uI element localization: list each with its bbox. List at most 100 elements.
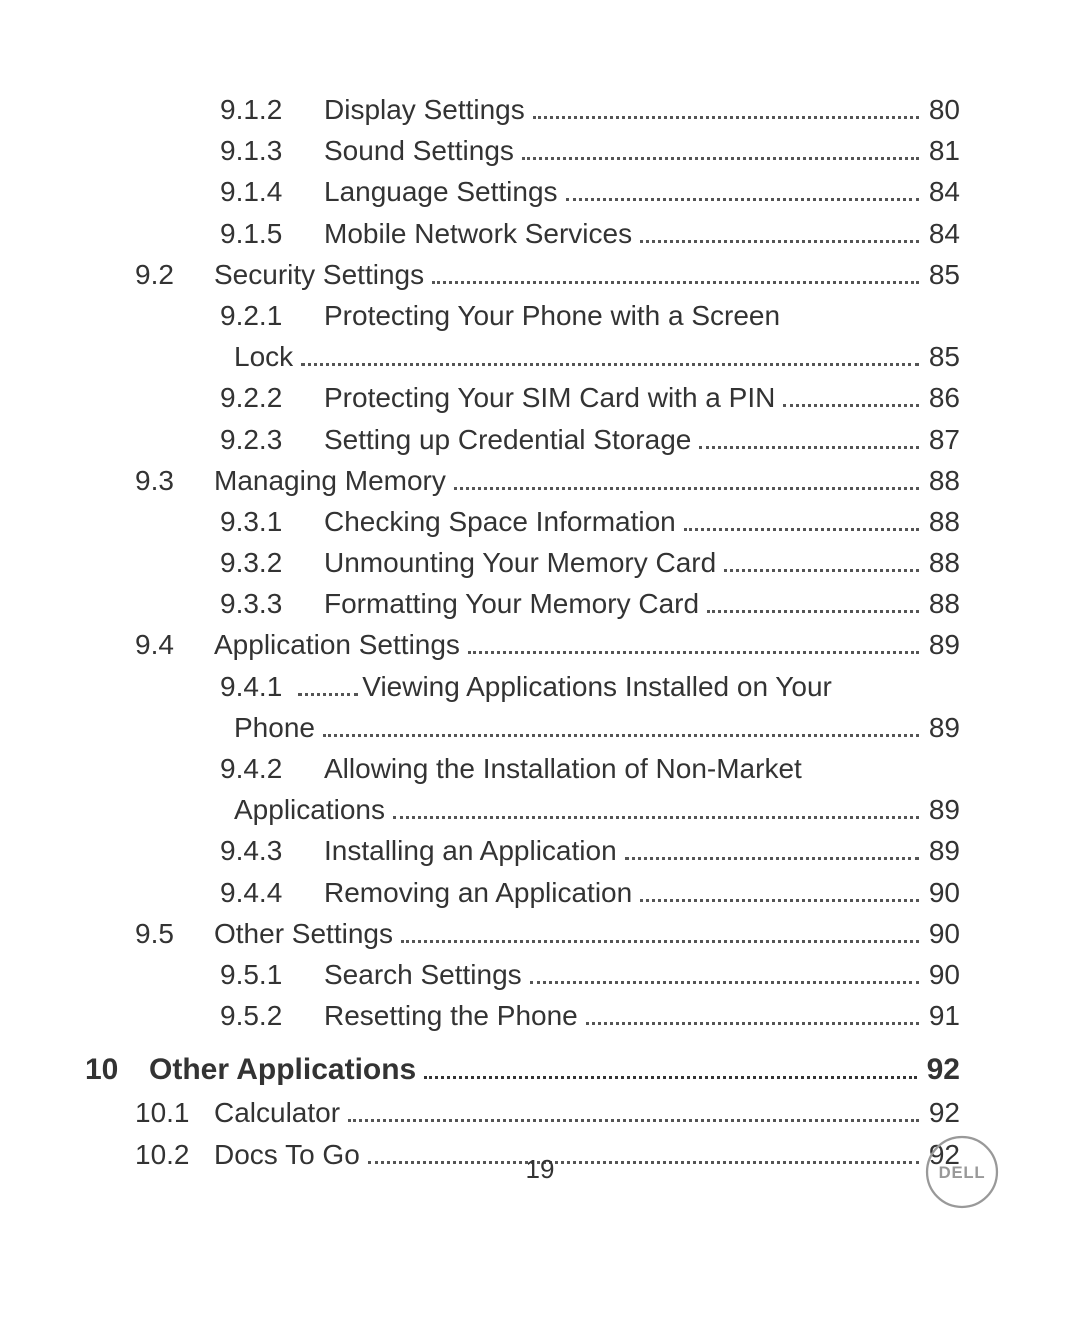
entry-number: 9.4.4: [220, 873, 324, 912]
entry-title: Language Settings: [324, 172, 564, 211]
entry-title: Managing Memory: [214, 461, 452, 500]
entry-page: 90: [923, 914, 960, 953]
entry-title: Sound Settings: [324, 131, 520, 170]
entry-title: Lock: [234, 337, 299, 376]
entry-number: 9.4.1: [220, 667, 296, 706]
entry-title: Formatting Your Memory Card: [324, 584, 705, 623]
toc-entry: 9.3 Managing Memory 88: [85, 461, 960, 500]
dell-logo-icon: DELL: [924, 1134, 1000, 1210]
dot-leader: [522, 137, 919, 160]
entry-page: 89: [923, 625, 960, 664]
entry-number: 9.3.3: [220, 584, 324, 623]
entry-title: Allowing the Installation of Non-Market: [324, 749, 808, 788]
entry-page: 86: [923, 378, 960, 417]
toc-entry: 9.3.3 Formatting Your Memory Card 88: [85, 584, 960, 623]
entry-number: 9.5: [135, 914, 214, 953]
entry-number: 9.3.1: [220, 502, 324, 541]
toc-chapter-entry: 10 Other Applications 92: [85, 1049, 960, 1091]
dell-logo-text: DELL: [939, 1163, 986, 1182]
toc-entry: 9.4.2 Allowing the Installation of Non-M…: [85, 749, 960, 788]
toc-entry: 9.3.2 Unmounting Your Memory Card 88: [85, 543, 960, 582]
toc-entry: 9.4.1 Viewing Applications Installed on …: [85, 667, 960, 706]
table-of-contents: 9.1.2 Display Settings 80 9.1.3 Sound Se…: [85, 90, 960, 1174]
entry-title: Other Settings: [214, 914, 399, 953]
entry-number: 9.2: [135, 255, 214, 294]
toc-entry: 9.1.3 Sound Settings 81: [85, 131, 960, 170]
entry-title: Application Settings: [214, 625, 466, 664]
entry-page: 90: [923, 873, 960, 912]
entry-title: Setting up Credential Storage: [324, 420, 697, 459]
dot-leader: [432, 261, 919, 284]
entry-page: 92: [921, 1049, 960, 1091]
entry-number: 9.5.2: [220, 996, 324, 1035]
entry-number: 9.1.5: [220, 214, 324, 253]
entry-page: 88: [923, 543, 960, 582]
entry-title: Display Settings: [324, 90, 531, 129]
toc-entry: 9.1.2 Display Settings 80: [85, 90, 960, 129]
entry-number: 10.1: [135, 1093, 214, 1132]
entry-page: 87: [923, 420, 960, 459]
entry-title: Installing an Application: [324, 831, 623, 870]
dot-leader: [298, 672, 358, 695]
toc-entry: 9.2.1 Protecting Your Phone with a Scree…: [85, 296, 960, 335]
toc-entry: 9.2.3 Setting up Credential Storage 87: [85, 420, 960, 459]
entry-title: Phone: [234, 708, 321, 747]
entry-page: 85: [923, 337, 960, 376]
toc-entry: 9.4 Application Settings 89: [85, 625, 960, 664]
entry-number: 9.4.2: [220, 749, 324, 788]
entry-page: 88: [923, 461, 960, 500]
dot-leader: [699, 425, 918, 448]
dot-leader: [586, 1002, 919, 1025]
dot-leader: [533, 96, 919, 119]
toc-entry: 9.1.5 Mobile Network Services 84: [85, 214, 960, 253]
toc-entry-continuation: Phone 89: [85, 708, 960, 747]
entry-title: Security Settings: [214, 255, 430, 294]
toc-entry: 9.5.1 Search Settings 90: [85, 955, 960, 994]
dot-leader: [724, 549, 919, 572]
toc-entry: 9.4.4 Removing an Application 90: [85, 873, 960, 912]
dot-leader: [323, 714, 919, 737]
dot-leader: [684, 508, 919, 531]
entry-number: 9.1.3: [220, 131, 324, 170]
entry-page: 89: [923, 790, 960, 829]
entry-title: Protecting Your Phone with a Screen: [324, 296, 786, 335]
toc-entry: 10.1 Calculator 92: [85, 1093, 960, 1132]
entry-title: Unmounting Your Memory Card: [324, 543, 722, 582]
entry-page: 88: [923, 502, 960, 541]
dot-leader: [393, 796, 919, 819]
entry-title: Calculator: [214, 1093, 346, 1132]
dot-leader: [625, 837, 919, 860]
entry-number: 9.5.1: [220, 955, 324, 994]
dot-leader: [424, 1055, 916, 1080]
dot-leader: [454, 467, 919, 490]
entry-number: 9.4.3: [220, 831, 324, 870]
dot-leader: [530, 961, 919, 984]
dot-leader: [640, 219, 919, 242]
entry-number: 9.2.2: [220, 378, 324, 417]
dot-leader: [566, 178, 919, 201]
dot-leader: [783, 384, 919, 407]
entry-title: Resetting the Phone: [324, 996, 584, 1035]
dot-leader: [301, 343, 919, 366]
entry-title: Checking Space Information: [324, 502, 682, 541]
entry-page: 88: [923, 584, 960, 623]
entry-number: 9.1.2: [220, 90, 324, 129]
entry-number: 9.3: [135, 461, 214, 500]
entry-page: 89: [923, 708, 960, 747]
dot-leader: [401, 920, 919, 943]
entry-page: 84: [923, 214, 960, 253]
toc-entry: 9.5.2 Resetting the Phone 91: [85, 996, 960, 1035]
entry-title: Search Settings: [324, 955, 528, 994]
entry-page: 91: [923, 996, 960, 1035]
toc-entry-continuation: Applications 89: [85, 790, 960, 829]
entry-page: 85: [923, 255, 960, 294]
toc-entry: 9.5 Other Settings 90: [85, 914, 960, 953]
entry-title: Removing an Application: [324, 873, 638, 912]
entry-number: 10: [85, 1049, 149, 1091]
toc-entry: 9.2.2 Protecting Your SIM Card with a PI…: [85, 378, 960, 417]
entry-number: 9.1.4: [220, 172, 324, 211]
entry-number: 9.2.3: [220, 420, 324, 459]
dot-leader: [640, 878, 919, 901]
entry-number: 9.2.1: [220, 296, 324, 335]
entry-number: 9.3.2: [220, 543, 324, 582]
